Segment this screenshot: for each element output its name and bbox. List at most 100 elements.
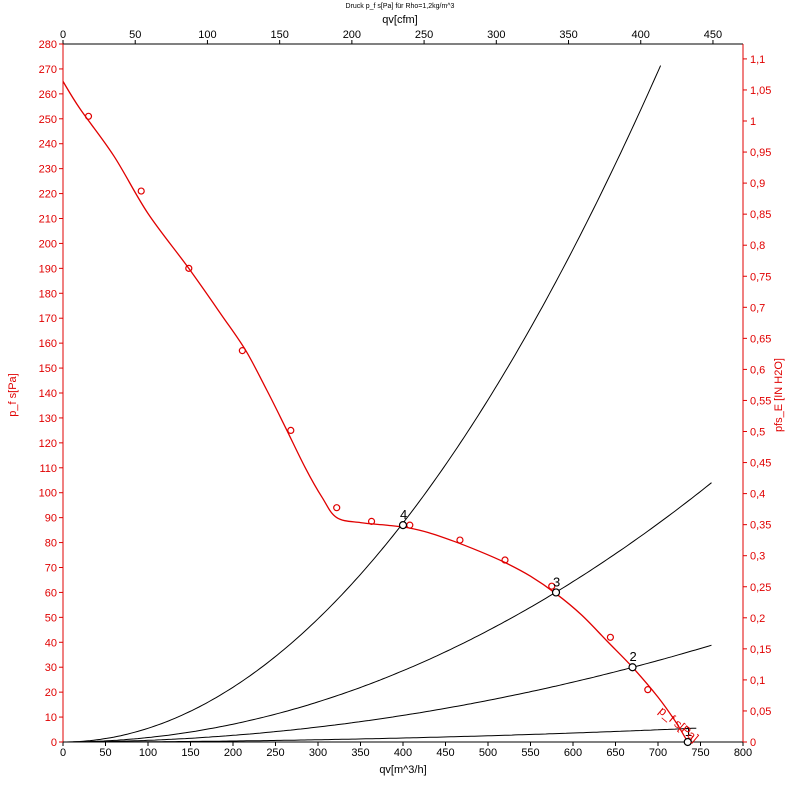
y-right-tick-label: 0,05 <box>750 706 771 718</box>
x-top-tick-label: 200 <box>343 29 361 41</box>
series-group <box>63 65 712 742</box>
x-bottom-tick-label: 650 <box>606 747 624 759</box>
system-curve-line <box>63 644 712 742</box>
x-top-tick-label: 300 <box>487 29 505 41</box>
y-right-tick-label: 0,9 <box>750 178 765 190</box>
y-right-tick-label: 0,25 <box>750 582 771 594</box>
y-left-tick-label: 20 <box>45 687 57 699</box>
y-right-tick-label: 1,1 <box>750 54 765 66</box>
y-left-tick-label: 120 <box>39 438 57 450</box>
plot-layer: 0 50 100 150 200 250 300 350 400 450 500 550 600 650 7… <box>39 29 772 759</box>
system-curve-line <box>63 482 712 742</box>
y-left-tick-label: 220 <box>39 189 57 201</box>
x-bottom-tick-label: 800 <box>734 747 752 759</box>
y-left-tick-label: 150 <box>39 363 57 375</box>
y-left-tick-label: 170 <box>39 313 57 325</box>
x-bottom-tick-label: 350 <box>351 747 369 759</box>
operating-point <box>628 663 637 672</box>
y-left-tick-label: 70 <box>45 563 57 575</box>
y-left-tick-label: 0 <box>51 737 57 749</box>
y-right-tick-label: 0,8 <box>750 240 765 252</box>
x-bottom-tick-label: 450 <box>436 747 454 759</box>
fan-marker <box>548 582 556 590</box>
y-left-tick-label: 50 <box>45 612 57 624</box>
x-top-tick-label: 400 <box>632 29 650 41</box>
y-right-tick-label: 0,1 <box>750 675 765 687</box>
y-left-tick-label: 90 <box>45 513 57 525</box>
y-right-tick-label: 0,2 <box>750 613 765 625</box>
y-left-axis-label: p_f s[Pa] <box>7 373 19 416</box>
y-right-tick-label: 0,6 <box>750 364 765 376</box>
fan-marker <box>367 517 376 525</box>
y-left-tick-label: 60 <box>45 587 57 599</box>
y-left-tick-label: 100 <box>39 488 57 500</box>
y-left-tick-label: 140 <box>39 388 57 400</box>
y-left-tick-label: 280 <box>39 39 57 51</box>
y-right-tick-label: 0 <box>750 737 756 749</box>
x-bottom-tick-label: 600 <box>564 747 582 759</box>
system-curve-line <box>63 727 697 742</box>
y-left-tick-label: 160 <box>39 338 57 350</box>
x-top-tick-label: 350 <box>559 29 577 41</box>
x-bottom-tick-label: 0 <box>60 747 66 759</box>
operating-point-label: 2 <box>630 649 637 664</box>
y-right-tick-label: 0,75 <box>750 271 771 283</box>
x-bottom-tick-label: 500 <box>479 747 497 759</box>
operating-point-label: 4 <box>400 507 407 522</box>
x-bottom-tick-label: 400 <box>394 747 412 759</box>
x-bottom-tick-label: 100 <box>139 747 157 759</box>
x-bottom-tick-label: 150 <box>181 747 199 759</box>
x-top-tick-label: 450 <box>704 29 722 41</box>
y-right-tick-label: 0,55 <box>750 395 771 407</box>
y-right-tick-label: 0,5 <box>750 427 765 439</box>
fan-marker <box>238 347 246 355</box>
y-right-axis-label: pfs_E [IN H2O] <box>773 358 785 432</box>
fan-marker <box>333 504 341 512</box>
x-bottom-tick-label: 50 <box>99 747 111 759</box>
y-right-tick-label: 0,65 <box>750 333 771 345</box>
y-left-tick-label: 10 <box>45 712 57 724</box>
fan-marker <box>606 633 615 641</box>
y-left-tick-label: 230 <box>39 164 57 176</box>
x-bottom-tick-label: 200 <box>224 747 242 759</box>
fan-curve-label: p_f s[Pa] <box>656 704 701 745</box>
y-right-tick-label: 0,35 <box>750 520 771 532</box>
x-top-tick-label: 0 <box>60 29 66 41</box>
fan-marker <box>287 426 295 434</box>
operating-point <box>551 588 561 597</box>
fan-marker <box>137 187 145 195</box>
y-left-tick-label: 130 <box>39 413 57 425</box>
fan-marker <box>185 264 193 272</box>
x-top-tick-label: 100 <box>198 29 216 41</box>
operating-point-label: 3 <box>553 574 560 589</box>
y-right-tick-label: 1 <box>750 116 756 128</box>
x-bottom-tick-label: 700 <box>649 747 667 759</box>
y-left-tick-label: 250 <box>39 114 57 126</box>
y-left-tick-label: 180 <box>39 288 57 300</box>
y-right-tick-label: 1,05 <box>750 85 771 97</box>
y-right-tick-label: 0,85 <box>750 209 771 221</box>
x-bottom-tick-label: 250 <box>266 747 284 759</box>
y-right-tick-label: 0,95 <box>750 147 771 159</box>
x-top-axis-label: qv[cfm] <box>382 14 417 26</box>
x-bottom-tick-label: 750 <box>691 747 709 759</box>
operating-point-label: 1 <box>685 724 692 739</box>
y-left-tick-label: 210 <box>39 214 57 226</box>
y-right-tick-label: 0,7 <box>750 302 765 314</box>
fan-marker <box>456 536 464 544</box>
y-right-tick-label: 0,15 <box>750 644 771 656</box>
fan-marker <box>644 686 652 694</box>
y-left-tick-label: 200 <box>39 238 57 250</box>
fan-marker <box>406 521 414 529</box>
operating-point <box>683 737 692 747</box>
y-left-tick-label: 240 <box>39 139 57 151</box>
y-left-tick-label: 190 <box>39 263 57 275</box>
x-bottom-tick-label: 550 <box>521 747 539 759</box>
y-right-tick-label: 0,4 <box>750 489 765 501</box>
fan-marker <box>501 556 509 564</box>
y-right-tick-label: 0,3 <box>750 551 765 563</box>
y-left-tick-label: 80 <box>45 538 57 550</box>
system-curve-line <box>63 65 662 742</box>
y-left-tick-label: 40 <box>45 637 57 649</box>
